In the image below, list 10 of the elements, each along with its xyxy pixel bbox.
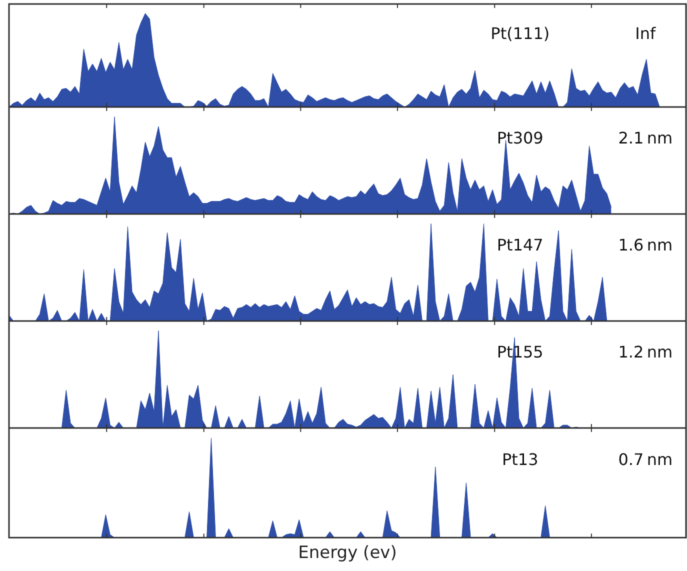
annotation: 1.6 nm — [618, 235, 673, 254]
annotation: Pt309 — [496, 128, 544, 148]
annotation: Pt147 — [496, 235, 544, 254]
annotation: 1.2 nm — [618, 342, 673, 362]
annotation: 2.1 nm — [618, 128, 673, 148]
annotation: Pt13 — [502, 450, 538, 470]
x-axis-title: Energy (ev) — [298, 543, 397, 564]
annotation: Pt(111) — [490, 24, 550, 44]
annotation: Inf — [635, 24, 656, 44]
annotation: 0.7 nm — [618, 450, 673, 470]
